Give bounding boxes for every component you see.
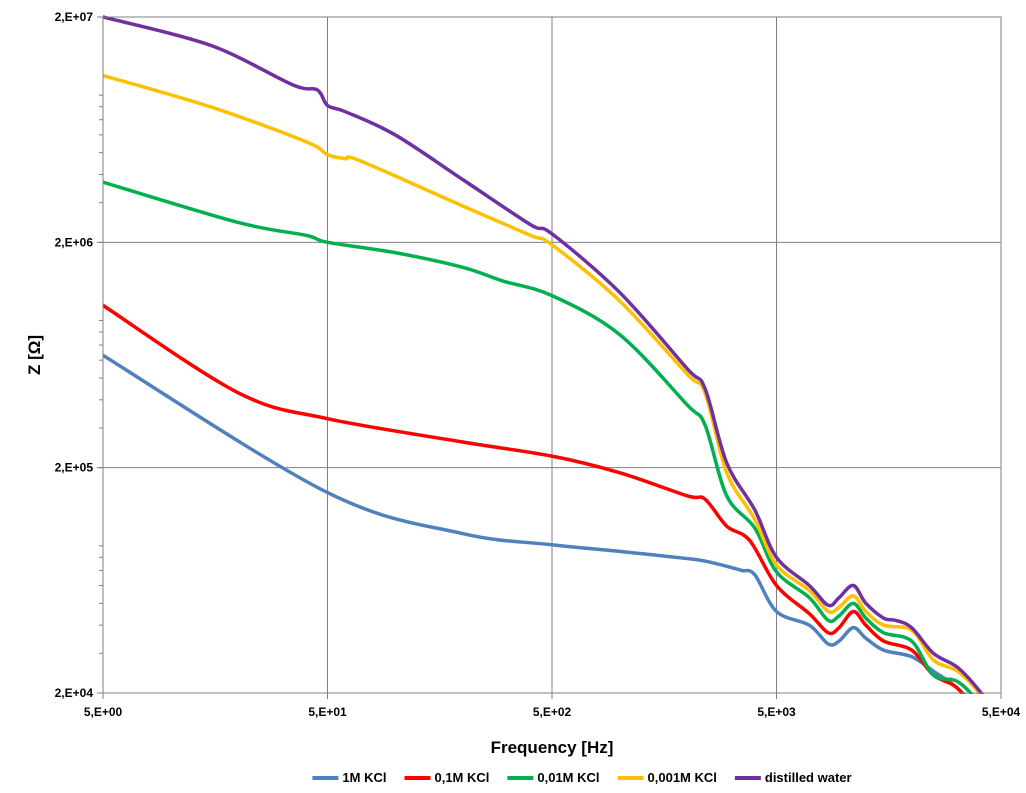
legend-item-3: 0,01M KCl [507, 770, 600, 785]
y-axis-title: Z [Ω] [25, 335, 44, 375]
legend: 1M KCl 0,1M KCl 0,01M KCl 0,001M KCl distill… [312, 770, 852, 785]
x-tick-label: 5,E+03 [757, 705, 796, 719]
series-line-3 [103, 180, 974, 694]
x-tick-label: 5,E+04 [982, 705, 1021, 719]
series-line-1 [103, 353, 966, 694]
x-tick-label: 5,E+00 [84, 705, 123, 719]
legend-label: 0,1M KCl [434, 770, 489, 785]
series-line-5 [103, 15, 985, 694]
y-tick-label: 2,E+05 [55, 461, 94, 475]
series-layer [103, 15, 985, 694]
y-tick-label: 2,E+04 [55, 686, 94, 700]
legend-label: 1M KCl [342, 770, 386, 785]
legend-label: 0,001M KCl [648, 770, 717, 785]
tick-marks [97, 16, 1002, 699]
y-tick-label: 2,E+07 [55, 10, 94, 24]
tick-labels: 5,E+00 5,E+01 5,E+02 5,E+03 5,E+04 2,E+04 2,E+… [55, 10, 1021, 719]
series-line-4 [103, 73, 983, 694]
legend-label: 0,01M KCl [537, 770, 599, 785]
x-axis-title: Frequency [Hz] [491, 738, 614, 757]
legend-item-1: 1M KCl [312, 770, 386, 785]
y-tick-label: 2,E+06 [55, 235, 94, 249]
x-tick-label: 5,E+02 [533, 705, 572, 719]
legend-item-4: 0,001M KCl [617, 770, 717, 785]
series-line-2 [103, 303, 965, 694]
legend-label: distilled water [765, 770, 852, 785]
x-tick-label: 5,E+01 [308, 705, 347, 719]
legend-item-5: distilled water [734, 770, 852, 785]
legend-item-2: 0,1M KCl [404, 770, 489, 785]
